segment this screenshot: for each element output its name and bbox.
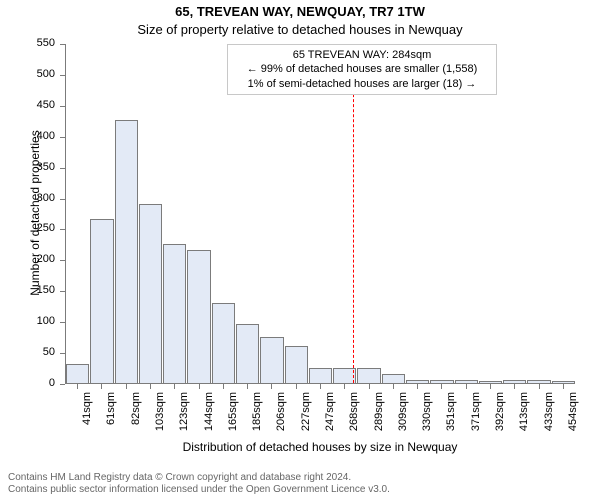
x-tick-mark [101, 384, 102, 389]
x-tick-mark [199, 384, 200, 389]
histogram-bar [139, 204, 162, 383]
x-tick-mark [344, 384, 345, 389]
histogram-bar [115, 120, 138, 383]
histogram-bar [430, 380, 453, 383]
y-tick-mark [60, 106, 65, 107]
footer-line: Contains HM Land Registry data © Crown c… [8, 472, 390, 484]
x-tick-mark [441, 384, 442, 389]
x-tick-label: 371sqm [470, 392, 482, 436]
x-tick-label: 206sqm [275, 392, 287, 436]
y-tick-mark [60, 75, 65, 76]
y-tick-label: 0 [0, 377, 55, 389]
x-tick-label: 82sqm [130, 392, 142, 436]
y-tick-label: 100 [0, 315, 55, 327]
y-tick-mark [60, 322, 65, 323]
x-axis-label: Distribution of detached houses by size … [65, 440, 575, 454]
x-tick-label: 351sqm [445, 392, 457, 436]
chart-title-address: 65, TREVEAN WAY, NEWQUAY, TR7 1TW [0, 4, 600, 19]
x-tick-mark [296, 384, 297, 389]
x-tick-mark [563, 384, 564, 389]
histogram-bar [503, 380, 526, 383]
y-tick-label: 250 [0, 222, 55, 234]
y-tick-mark [60, 137, 65, 138]
x-tick-label: 268sqm [348, 392, 360, 436]
x-tick-label: 185sqm [251, 392, 263, 436]
histogram-bar [212, 303, 235, 383]
histogram-bar [527, 380, 550, 383]
x-tick-label: 227sqm [300, 392, 312, 436]
histogram-bar [455, 380, 478, 383]
histogram-bar [406, 380, 429, 383]
x-tick-label: 123sqm [178, 392, 190, 436]
y-tick-label: 550 [0, 37, 55, 49]
footer-line: Contains public sector information licen… [8, 484, 390, 496]
x-tick-mark [393, 384, 394, 389]
histogram-bar [236, 324, 259, 383]
y-tick-mark [60, 229, 65, 230]
histogram-bar [187, 250, 210, 383]
x-tick-mark [369, 384, 370, 389]
x-tick-label: 144sqm [203, 392, 215, 436]
histogram-bar [357, 368, 380, 383]
y-tick-mark [60, 199, 65, 200]
y-tick-label: 350 [0, 161, 55, 173]
y-tick-label: 500 [0, 68, 55, 80]
x-tick-mark [417, 384, 418, 389]
x-tick-mark [320, 384, 321, 389]
y-tick-mark [60, 291, 65, 292]
y-tick-label: 200 [0, 253, 55, 265]
y-tick-label: 150 [0, 284, 55, 296]
y-tick-mark [60, 353, 65, 354]
histogram-bar [260, 337, 283, 383]
x-tick-label: 433sqm [543, 392, 555, 436]
x-tick-mark [271, 384, 272, 389]
x-tick-mark [223, 384, 224, 389]
histogram-bar [382, 374, 405, 383]
x-tick-label: 165sqm [227, 392, 239, 436]
x-tick-label: 103sqm [154, 392, 166, 436]
histogram-bar [552, 381, 575, 383]
histogram-bar [479, 381, 502, 383]
histogram-bar [285, 346, 308, 383]
callout-line: 1% of semi-detached houses are larger (1… [234, 77, 490, 91]
histogram-bar [90, 219, 113, 383]
x-tick-mark [539, 384, 540, 389]
y-tick-label: 300 [0, 192, 55, 204]
x-tick-label: 309sqm [397, 392, 409, 436]
x-tick-mark [174, 384, 175, 389]
histogram-bar [66, 364, 89, 383]
x-tick-mark [490, 384, 491, 389]
y-tick-mark [60, 384, 65, 385]
callout-line: 65 TREVEAN WAY: 284sqm [234, 48, 490, 62]
histogram-bar [163, 244, 186, 383]
x-tick-mark [514, 384, 515, 389]
y-tick-mark [60, 260, 65, 261]
y-tick-mark [60, 168, 65, 169]
x-tick-mark [150, 384, 151, 389]
y-tick-mark [60, 44, 65, 45]
y-tick-label: 50 [0, 346, 55, 358]
x-tick-label: 41sqm [81, 392, 93, 436]
x-tick-mark [247, 384, 248, 389]
y-tick-label: 400 [0, 130, 55, 142]
x-tick-label: 247sqm [324, 392, 336, 436]
x-tick-label: 454sqm [567, 392, 579, 436]
chart-subtitle: Size of property relative to detached ho… [0, 22, 600, 37]
histogram-bar [309, 368, 332, 383]
callout-box: 65 TREVEAN WAY: 284sqm ← 99% of detached… [227, 44, 497, 95]
x-tick-label: 330sqm [421, 392, 433, 436]
x-tick-label: 392sqm [494, 392, 506, 436]
callout-line: ← 99% of detached houses are smaller (1,… [234, 62, 490, 76]
x-tick-mark [466, 384, 467, 389]
y-tick-label: 450 [0, 99, 55, 111]
x-tick-mark [77, 384, 78, 389]
x-tick-label: 61sqm [105, 392, 117, 436]
x-tick-label: 289sqm [373, 392, 385, 436]
x-tick-mark [126, 384, 127, 389]
footer-attribution: Contains HM Land Registry data © Crown c… [8, 472, 390, 496]
plot-area [65, 44, 575, 384]
x-tick-label: 413sqm [518, 392, 530, 436]
